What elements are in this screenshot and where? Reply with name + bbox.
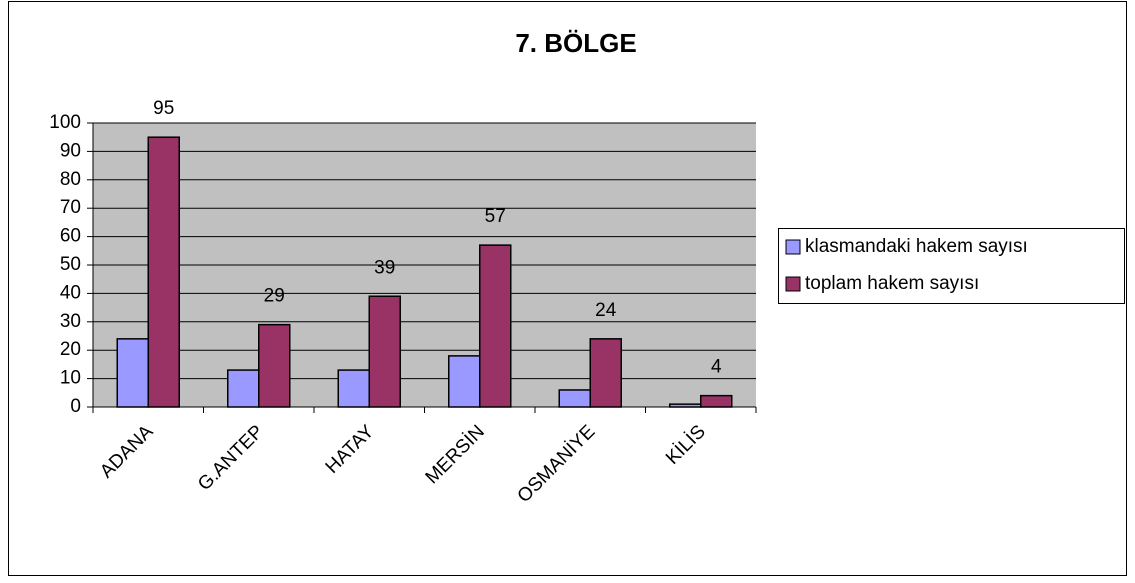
y-tick-label: 20 [60, 339, 81, 360]
bar [558, 389, 591, 408]
bar [116, 338, 149, 408]
chart-title: 7. BÖLGE [515, 28, 636, 58]
y-tick-label: 0 [70, 396, 81, 417]
legend-label: klasmandaki hakem sayısı [805, 236, 1028, 257]
data-label: 39 [374, 257, 395, 278]
legend-label: toplam hakem sayısı [805, 273, 979, 294]
legend-swatch [785, 276, 801, 292]
y-tick-label: 10 [60, 368, 81, 389]
y-tick-label: 70 [60, 197, 81, 218]
legend [778, 228, 1125, 304]
bar [479, 244, 512, 408]
bar [337, 369, 370, 408]
y-tick-label: 100 [49, 112, 81, 133]
bar [448, 355, 481, 408]
bar [258, 323, 291, 408]
bar [368, 295, 401, 408]
y-tick-label: 40 [60, 282, 81, 303]
bar [669, 403, 702, 408]
bar [147, 136, 180, 408]
bar [589, 338, 622, 408]
y-tick-label: 90 [60, 140, 81, 161]
data-label: 24 [595, 300, 617, 321]
y-tick-label: 50 [60, 254, 81, 275]
legend-swatch [785, 239, 801, 255]
data-label: 4 [711, 357, 722, 378]
data-label: 95 [153, 98, 174, 119]
y-tick-label: 60 [60, 226, 81, 247]
bar [700, 394, 733, 408]
y-tick-label: 30 [60, 311, 81, 332]
data-label: 29 [264, 286, 285, 307]
bar [227, 369, 260, 408]
data-label: 57 [485, 206, 506, 227]
y-tick-label: 80 [60, 169, 81, 190]
